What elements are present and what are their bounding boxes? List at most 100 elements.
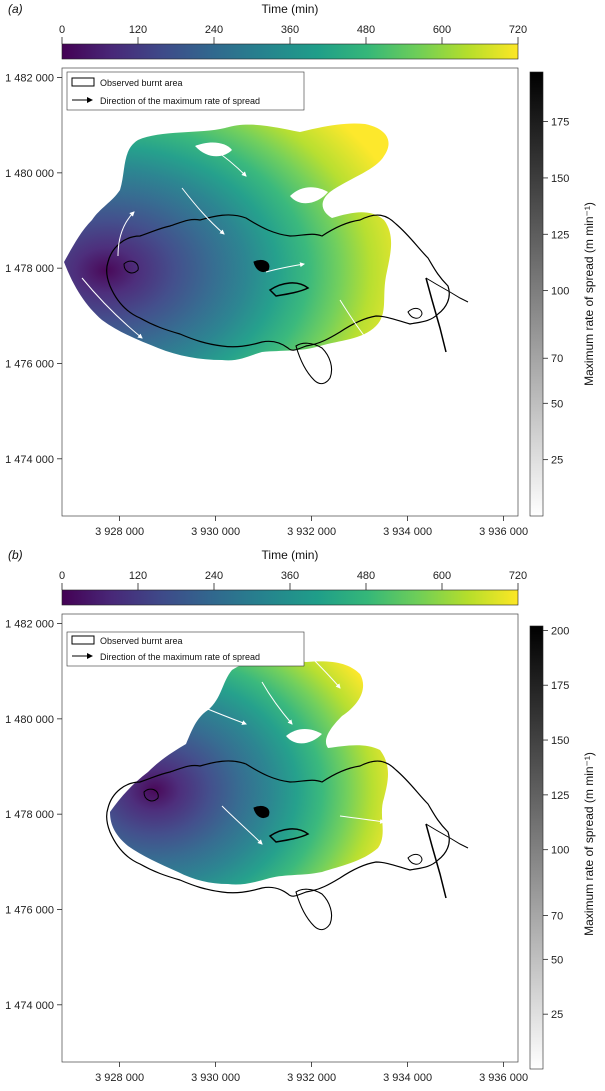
chart-b: (b) Time (min) 0 120 240 360 480 600 720 Obser…	[5, 548, 596, 1084]
observed-burnt-area-outline	[143, 788, 159, 802]
spread-arrow	[339, 815, 385, 824]
time-colorbar-title: Time (min)	[262, 548, 319, 562]
panel-a: (a) Time (min) 0 120 240 360 480 600 720	[0, 0, 605, 545]
x-tick-label: 3 932 000	[287, 526, 336, 538]
panel-label: (a)	[8, 2, 23, 16]
time-colorbar-tick-label: 720	[509, 24, 527, 36]
time-colorbar-tick-label: 480	[357, 24, 375, 36]
time-colorbar-tick-label: 120	[129, 24, 147, 36]
observed-burnt-area-outline	[407, 307, 423, 319]
time-colorbar-tick-label: 360	[281, 570, 299, 582]
ros-colorbar-ticks: 25 50 70 100 125 150 175	[543, 117, 569, 467]
spread-arrow	[195, 703, 247, 725]
observed-burnt-area-outline	[268, 828, 310, 843]
legend: Observed burnt area Direction of the max…	[66, 71, 305, 111]
ros-colorbar-tick-label: 150	[551, 173, 569, 185]
ros-colorbar-ticks: 25 50 70 100 125 150 175 200	[543, 625, 569, 1021]
legend-burnt-swatch	[71, 77, 95, 87]
fire-arrival-time-field	[64, 123, 392, 361]
fire-arrival-time-field	[110, 659, 388, 885]
observed-burnt-area-outline	[106, 214, 450, 351]
time-colorbar	[61, 589, 519, 606]
spread-arrow	[265, 262, 305, 273]
ros-colorbar-tick-label: 70	[551, 910, 563, 922]
legend-direction-label: Direction of the maximum rate of spread	[100, 96, 260, 106]
time-colorbar-tick-label: 480	[357, 570, 375, 582]
ros-colorbar-tick-label: 100	[551, 845, 569, 857]
y-tick-label: 1 476 000	[5, 358, 54, 370]
spread-arrow	[261, 681, 293, 725]
time-colorbar-tick-label: 600	[433, 570, 451, 582]
observed-burnt-area-outline	[253, 805, 270, 819]
spread-arrow	[81, 277, 143, 339]
observed-burnt-area-outline	[123, 260, 139, 274]
ros-colorbar-tick-label: 125	[551, 790, 569, 802]
ros-colorbar	[529, 625, 544, 1070]
time-colorbar-ticks: 0 120 240 360 480 600 720	[59, 24, 527, 44]
x-tick-label: 3 936 000	[479, 526, 528, 538]
ros-colorbar-tick-label: 25	[551, 1009, 563, 1021]
y-tick-label: 1 482 000	[5, 619, 54, 631]
ros-colorbar	[529, 71, 544, 517]
y-tick-label: 1 480 000	[5, 714, 54, 726]
y-tick-label: 1 474 000	[5, 1000, 54, 1012]
ros-colorbar-tick-label: 100	[551, 286, 569, 298]
y-tick-label: 1 478 000	[5, 809, 54, 821]
time-colorbar	[61, 43, 519, 60]
panel-b: (b) Time (min) 0 120 240 360 480 600 720 Obser…	[0, 546, 605, 1091]
ros-colorbar-title: Maximum rate of spread (m min⁻¹)	[582, 202, 596, 386]
ros-colorbar-title: Maximum rate of spread (m min⁻¹)	[582, 752, 596, 936]
time-colorbar-tick-label: 0	[59, 570, 65, 582]
observed-burnt-area-outline	[253, 259, 270, 273]
spread-direction-arrows	[81, 147, 367, 339]
spread-arrow	[117, 211, 135, 257]
spread-arrow	[181, 187, 225, 235]
y-tick-label: 1 482 000	[5, 73, 54, 85]
ros-colorbar-tick-label: 50	[551, 398, 563, 410]
panel-label: (b)	[8, 548, 23, 562]
ros-colorbar-tick-label: 200	[551, 625, 569, 637]
y-tick-label: 1 480 000	[5, 168, 54, 180]
time-colorbar-tick-label: 120	[129, 570, 147, 582]
time-colorbar-ticks: 0 120 240 360 480 600 720	[59, 570, 527, 590]
observed-burnt-area-outline	[295, 342, 333, 385]
spread-arrow	[339, 299, 367, 339]
unburnt-gap	[286, 729, 322, 744]
legend-direction-label: Direction of the maximum rate of spread	[100, 652, 260, 662]
spread-arrow	[305, 651, 341, 689]
x-tick-label: 3 928 000	[95, 1072, 144, 1084]
observed-burnt-area-outline	[425, 823, 447, 899]
observed-burnt-area-outline	[407, 853, 423, 865]
x-tick-label: 3 934 000	[383, 1072, 432, 1084]
x-tick-label: 3 928 000	[95, 526, 144, 538]
y-tick-label: 1 474 000	[5, 454, 54, 466]
ros-colorbar-tick-label: 175	[551, 680, 569, 692]
time-colorbar-tick-label: 360	[281, 24, 299, 36]
time-colorbar-title: Time (min)	[262, 2, 319, 16]
observed-burnt-area-outline	[268, 282, 310, 297]
ros-colorbar-tick-label: 150	[551, 735, 569, 747]
observed-burnt-area-outline	[425, 277, 447, 353]
spread-arrow	[211, 147, 247, 177]
x-tick-label: 3 934 000	[383, 526, 432, 538]
legend-burnt-label: Observed burnt area	[100, 78, 183, 88]
legend-burnt-label: Observed burnt area	[100, 636, 183, 646]
legend-box	[66, 71, 305, 111]
y-tick-label: 1 476 000	[5, 904, 54, 916]
y-axis-ticks: 1 474 000 1 476 000 1 478 000 1 480 000 1 48…	[5, 73, 62, 466]
spread-arrow	[221, 805, 263, 845]
x-tick-label: 3 930 000	[191, 1072, 240, 1084]
y-tick-label: 1 478 000	[5, 263, 54, 275]
observed-burnt-area-outline	[106, 760, 450, 897]
ros-colorbar-tick-label: 125	[551, 229, 569, 241]
ros-colorbar-tick-label: 50	[551, 954, 563, 966]
legend-burnt-swatch	[71, 635, 95, 645]
time-colorbar-tick-label: 0	[59, 24, 65, 36]
ros-colorbar-tick-label: 25	[551, 455, 563, 467]
spread-direction-arrows	[195, 651, 385, 845]
x-tick-label: 3 932 000	[287, 1072, 336, 1084]
ros-colorbar-tick-label: 70	[551, 353, 563, 365]
time-colorbar-tick-label: 600	[433, 24, 451, 36]
x-axis-ticks: 3 928 000 3 930 000 3 932 000 3 934 000 3 93…	[95, 516, 528, 538]
time-colorbar-tick-label: 240	[205, 24, 223, 36]
